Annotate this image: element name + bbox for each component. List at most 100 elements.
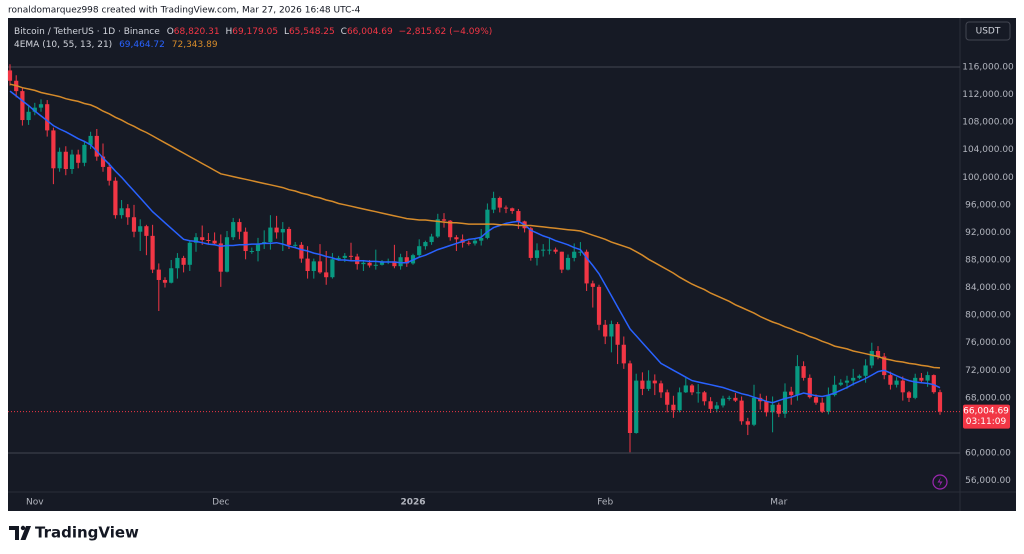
candle-body bbox=[280, 228, 285, 233]
y-tick-label: 96,000.00 bbox=[965, 200, 1011, 210]
candle-body bbox=[336, 257, 341, 260]
candle-body bbox=[503, 207, 509, 209]
candle-body bbox=[807, 377, 812, 398]
close-value: 66,004.69 bbox=[347, 27, 393, 37]
candle-body bbox=[20, 91, 25, 121]
candle-body bbox=[113, 180, 118, 216]
ema-slow-value: 72,343.89 bbox=[172, 40, 218, 50]
candle-body bbox=[299, 244, 304, 259]
candle-body bbox=[683, 385, 688, 393]
candle-body bbox=[913, 377, 918, 398]
candle-body bbox=[789, 391, 794, 396]
candle-body bbox=[764, 401, 769, 413]
candle-body bbox=[435, 219, 440, 237]
logo-mark-c bbox=[20, 526, 31, 540]
alert-circle bbox=[932, 474, 948, 490]
candle-body bbox=[200, 237, 205, 240]
candle-body bbox=[243, 231, 248, 252]
candle-body bbox=[218, 243, 223, 272]
candle-body bbox=[82, 144, 87, 163]
candle-body bbox=[621, 344, 626, 364]
candle-body bbox=[317, 261, 323, 273]
candle-body bbox=[919, 377, 924, 381]
y-tick-label: 68,000.00 bbox=[965, 393, 1011, 403]
candle-body bbox=[906, 392, 912, 398]
logo-mark-b bbox=[20, 525, 26, 531]
candle-body bbox=[510, 208, 515, 212]
candle-body bbox=[596, 286, 602, 325]
candle-body bbox=[838, 382, 843, 385]
x-tick-label: Dec bbox=[212, 498, 229, 508]
candle-body bbox=[869, 350, 874, 366]
candle-body bbox=[231, 222, 236, 238]
candle-body bbox=[448, 220, 453, 238]
candle-body bbox=[541, 249, 546, 251]
candle-body bbox=[900, 380, 905, 393]
candle-body bbox=[813, 397, 819, 403]
header: ronaldomarquez998 created with TradingVi… bbox=[8, 6, 361, 16]
y-tick-label: 104,000.00 bbox=[962, 145, 1014, 155]
candle-body bbox=[249, 251, 254, 253]
candle-body bbox=[776, 404, 781, 414]
x-tick-label: 2026 bbox=[400, 498, 425, 508]
candle-body bbox=[875, 350, 881, 357]
y-tick-label: 84,000.00 bbox=[965, 283, 1011, 293]
candle-body bbox=[156, 269, 161, 280]
candle-body bbox=[844, 380, 850, 383]
candle-body bbox=[888, 375, 893, 385]
candle-body bbox=[820, 402, 825, 412]
candle-body bbox=[51, 130, 56, 169]
y-tick-label: 112,000.00 bbox=[962, 90, 1014, 100]
last-price-label: 66,004.69 bbox=[963, 407, 1009, 417]
candle-body bbox=[26, 111, 31, 121]
candle-body bbox=[931, 375, 936, 393]
indicator-name: 4EMA (10, 55, 13, 21) bbox=[14, 40, 112, 50]
candle-body bbox=[131, 217, 137, 232]
candle-body bbox=[268, 227, 273, 243]
candle-body bbox=[603, 324, 608, 337]
candle-body bbox=[423, 242, 428, 247]
candle-body bbox=[516, 211, 521, 222]
candle-body bbox=[361, 262, 366, 265]
candle-body bbox=[547, 249, 552, 251]
candle-body bbox=[224, 237, 230, 272]
y-tick-label: 56,000.00 bbox=[965, 476, 1011, 486]
candle-body bbox=[832, 384, 837, 396]
candle-body bbox=[671, 404, 676, 411]
candle-body bbox=[100, 156, 106, 167]
candle-body bbox=[615, 324, 620, 345]
indicator-row: 4EMA (10, 55, 13, 21) 69,464.72 72,343.8… bbox=[14, 40, 218, 50]
candle-body bbox=[739, 400, 744, 422]
legend-row: Bitcoin / TetherUS · 1D · Binance O68,82… bbox=[14, 27, 492, 37]
ema-line bbox=[9, 90, 941, 404]
candle-body bbox=[782, 391, 788, 414]
candle-body bbox=[305, 258, 310, 272]
currency-button[interactable] bbox=[965, 21, 1011, 41]
candle-body bbox=[286, 228, 292, 245]
candle-body bbox=[88, 135, 93, 145]
candle-body bbox=[429, 236, 434, 243]
candle-body bbox=[534, 250, 540, 258]
candle-body bbox=[702, 392, 707, 402]
y-tick-label: 72,000.00 bbox=[965, 366, 1011, 376]
candle-body bbox=[894, 380, 899, 385]
candle-body bbox=[274, 227, 279, 233]
alert-icon[interactable] bbox=[932, 474, 948, 490]
candle-body bbox=[38, 104, 44, 108]
candle-body bbox=[138, 226, 143, 232]
candle-body bbox=[925, 375, 930, 381]
candle-body bbox=[640, 380, 645, 389]
candle-body bbox=[714, 405, 719, 409]
footer-logo bbox=[9, 525, 31, 540]
c-key: C bbox=[341, 27, 347, 37]
candle-body bbox=[169, 268, 174, 283]
candle-body bbox=[658, 383, 664, 393]
high-value: 69,179.05 bbox=[232, 27, 278, 37]
candle-body bbox=[553, 249, 558, 252]
candle-body bbox=[7, 70, 13, 81]
candle-body bbox=[472, 240, 478, 244]
x-tick-label: Mar bbox=[770, 498, 787, 508]
y-tick-label: 100,000.00 bbox=[962, 173, 1014, 183]
o-key: O bbox=[167, 27, 174, 37]
